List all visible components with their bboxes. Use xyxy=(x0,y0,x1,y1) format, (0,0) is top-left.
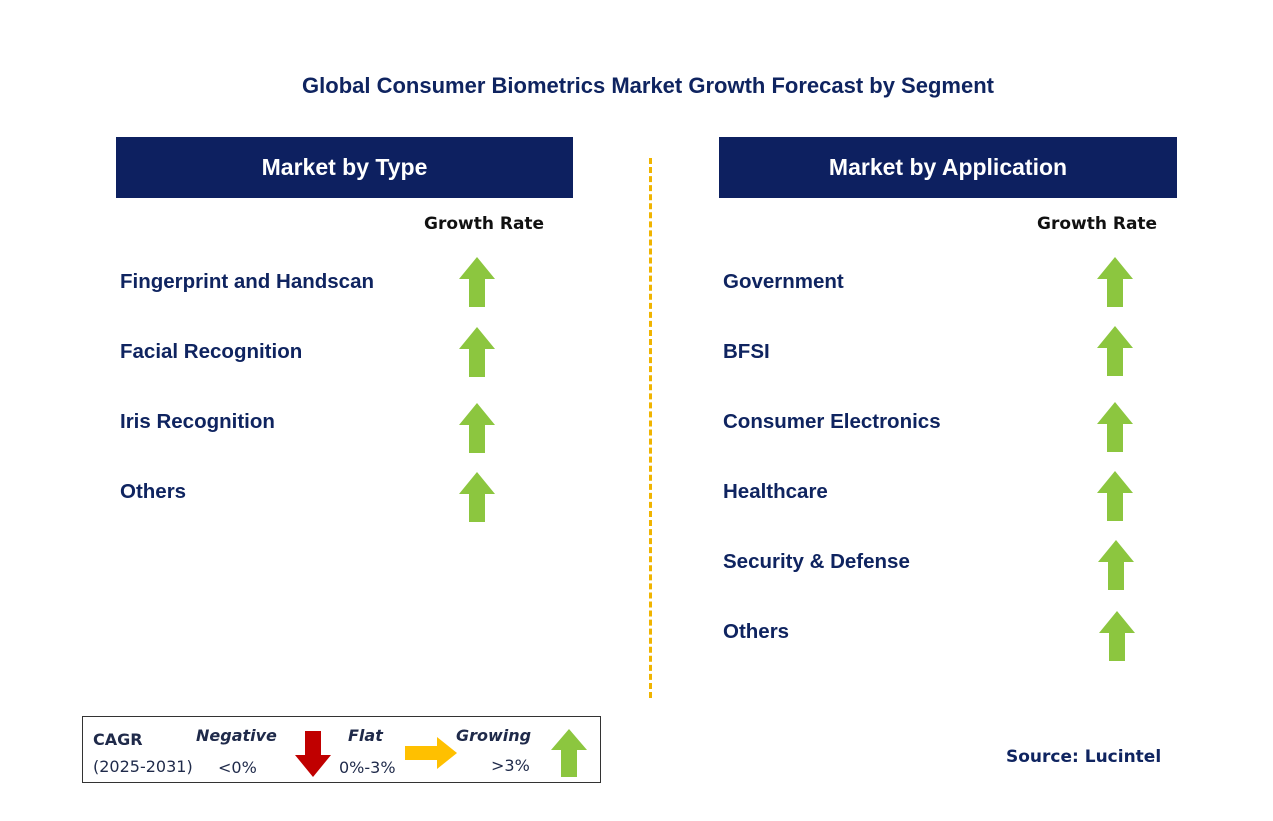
page-title: Global Consumer Biometrics Market Growth… xyxy=(302,73,994,98)
legend-period: (2025-2031) xyxy=(93,757,193,776)
legend-negative-range: <0% xyxy=(218,758,257,777)
legend-flat-label: Flat xyxy=(348,726,383,745)
legend-growing-label: Growing xyxy=(456,726,532,745)
panel-divider xyxy=(649,158,652,698)
type-row-label-3: Others xyxy=(120,480,187,503)
application-row-label-1: BFSI xyxy=(723,340,770,363)
down-arrow-icon xyxy=(295,731,331,777)
type-row-label-1: Facial Recognition xyxy=(120,340,303,363)
type-row-label-0: Fingerprint and Handscan xyxy=(120,270,374,293)
cagr-legend: CAGR (2025-2031) Negative <0% Flat 0%-3%… xyxy=(82,716,601,783)
up-arrow-icon xyxy=(551,729,587,777)
type-growth-rate-label: Growth Rate xyxy=(424,214,545,234)
up-arrow-icon xyxy=(1097,402,1133,452)
up-arrow-icon xyxy=(459,327,495,377)
up-arrow-icon xyxy=(459,257,495,307)
up-arrow-icon xyxy=(1097,326,1133,376)
application-panel-header: Market by Application xyxy=(719,137,1177,198)
application-row-label-0: Government xyxy=(723,270,844,293)
application-row-label-3: Healthcare xyxy=(723,480,828,503)
up-arrow-icon xyxy=(1099,611,1135,661)
legend-flat-range: 0%-3% xyxy=(339,758,396,777)
type-row-label-2: Iris Recognition xyxy=(120,410,275,433)
up-arrow-icon xyxy=(1097,257,1133,307)
legend-negative-label: Negative xyxy=(196,726,277,745)
source-label: Source: Lucintel xyxy=(1006,747,1162,767)
application-row-label-4: Security & Defense xyxy=(723,550,910,573)
application-row-label-5: Others xyxy=(723,620,790,643)
type-panel-header: Market by Type xyxy=(116,137,573,198)
up-arrow-icon xyxy=(1098,540,1134,590)
right-arrow-icon xyxy=(405,737,457,769)
application-row-label-2: Consumer Electronics xyxy=(723,410,941,433)
up-arrow-icon xyxy=(1097,471,1133,521)
legend-growing-range: >3% xyxy=(491,756,530,775)
legend-cagr-label: CAGR xyxy=(93,730,143,749)
up-arrow-icon xyxy=(459,403,495,453)
up-arrow-icon xyxy=(459,472,495,522)
application-growth-rate-label: Growth Rate xyxy=(1037,214,1158,234)
